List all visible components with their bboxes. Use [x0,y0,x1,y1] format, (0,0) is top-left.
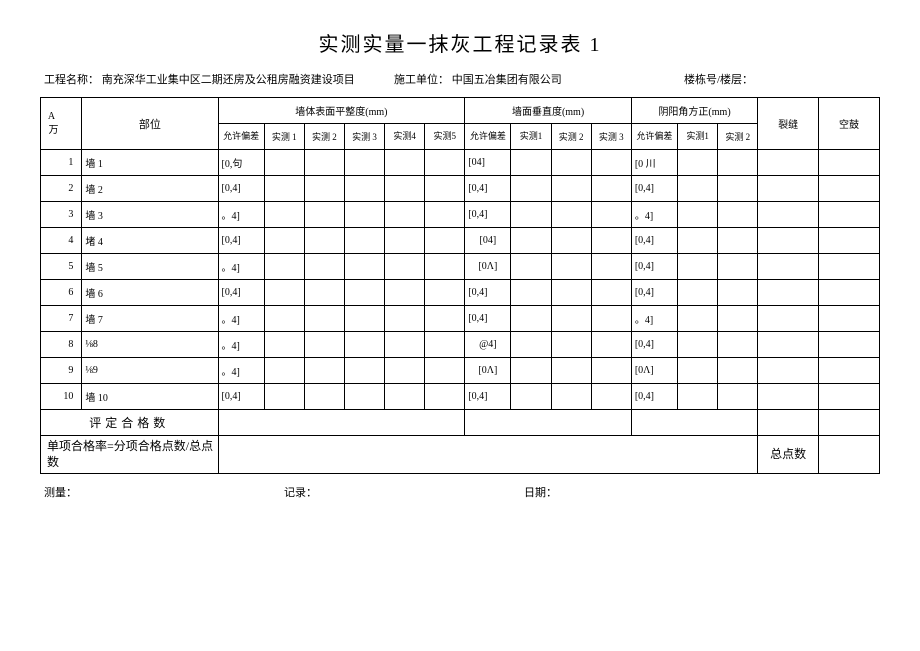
hdr-m3: 实测 3 [344,124,384,150]
project-label: 工程名称： [44,74,99,86]
hdr-m2: 实测 2 [304,124,344,150]
hdr-m5: 实测5 [425,124,465,150]
table-row: 8 ⅛8 。4] @4] [0,4] [41,332,880,358]
total-points-label: 总点数 [758,436,819,474]
table-row: 4 堵 4 [0,4] [04] [0,4] [41,228,880,254]
record-table: A万 部位 墙体表面平整度(mm) 墙面垂直度(mm) 阴阳角方正(mm) 裂缝… [40,97,880,474]
hdr-tol-a: 允许偏差 [631,124,677,150]
hdr-mv2: 实测 2 [551,124,591,150]
rate-row: 单项合格率=分项合格点数/总点数 总点数 [41,436,880,474]
hdr-tol-f: 允许偏差 [218,124,264,150]
footer-record: 记录： [284,484,524,500]
project-value: 南充深华工业集中区二期还房及公租房融资建设项目 [102,74,355,86]
table-row: 2 墙 2 [0,4] [0,4] [0,4] [41,176,880,202]
row-part: 墙 1 [82,150,218,176]
hdr-part: 部位 [82,98,218,150]
table-row: 3 墙 3 。4] [0,4] 。4] [41,202,880,228]
table-row: 7 墙 7 。4] [0,4] 。4] [41,306,880,332]
row-tol-a: [0 川 [631,150,677,176]
hdr-mv3: 实测 3 [591,124,631,150]
hdr-seq: A万 [44,111,59,136]
table-row: 1 墙 1 [0,句 [04] [0 川 [41,150,880,176]
row-tol-f: [0,句 [218,150,264,176]
table-row: 6 墙 6 [0,4] [0,4] [0,4] [41,280,880,306]
builder-label: 施工单位： [394,74,449,86]
footer-row: 测量： 记录： 日期： [40,484,880,500]
rate-label: 单项合格率=分项合格点数/总点数 [41,436,219,474]
hdr-m1: 实测 1 [264,124,304,150]
page-title: 实测实量一抹灰工程记录表 1 [40,28,880,57]
builder-value: 中国五冶集团有限公司 [452,74,562,86]
row-tol-v: [04] [465,150,511,176]
hdr-crack: 裂缝 [758,98,819,150]
eval-row: 评定合格数 [41,410,880,436]
table-row: 9 ⅛9 。4] [0Λ] [0Λ] [41,358,880,384]
footer-measure: 测量： [44,484,284,500]
footer-date: 日期： [524,484,876,500]
hdr-hollow: 空鼓 [819,98,880,150]
hdr-mv1: 实测1 [511,124,551,150]
row-seq: 1 [41,150,82,176]
hdr-flat: 墙体表面平整度(mm) [218,98,465,124]
hdr-angle: 阴阳角方正(mm) [631,98,757,124]
floor-label: 楼栋号/楼层： [684,74,753,86]
table-row: 10 墙 10 [0,4] [0,4] [0,4] [41,384,880,410]
hdr-ma1: 实测1 [678,124,718,150]
hdr-tol-v: 允许偏差 [465,124,511,150]
hdr-m4: 实测4 [385,124,425,150]
hdr-vert: 墙面垂直度(mm) [465,98,632,124]
meta-row: 工程名称： 南充深华工业集中区二期还房及公租房融资建设项目 施工单位： 中国五冶… [40,71,880,87]
table-row: 5 墙 5 。4] [0Λ] [0,4] [41,254,880,280]
eval-label: 评定合格数 [41,410,219,436]
header-row-1: A万 部位 墙体表面平整度(mm) 墙面垂直度(mm) 阴阳角方正(mm) 裂缝… [41,98,880,124]
hdr-ma2: 实测 2 [718,124,758,150]
